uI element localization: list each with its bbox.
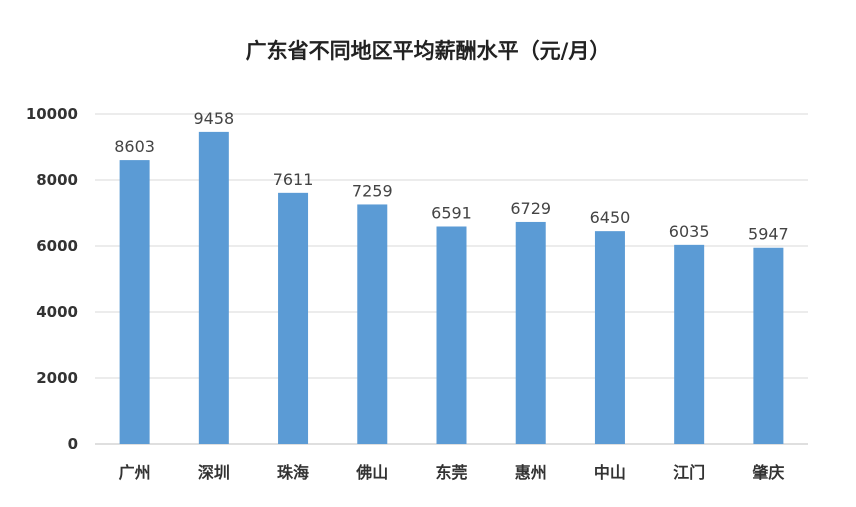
bar	[436, 226, 467, 444]
x-tick-label: 深圳	[198, 463, 230, 482]
bar	[278, 192, 309, 444]
data-label: 6729	[510, 199, 551, 218]
bar	[753, 247, 784, 444]
x-tick-label: 中山	[594, 463, 626, 482]
x-tick-label: 肇庆	[751, 463, 784, 482]
x-tick-label: 广州	[119, 463, 151, 482]
data-label: 5947	[748, 225, 789, 244]
data-label: 6035	[669, 222, 710, 241]
bar	[594, 231, 625, 444]
y-axis-tick-labels: 0 2000 4000 6000 8000 10000	[26, 105, 78, 453]
data-label: 7611	[273, 170, 314, 189]
x-tick-label: 东莞	[435, 463, 467, 482]
x-tick-label: 惠州	[515, 463, 547, 482]
x-tick-label: 佛山	[355, 463, 388, 482]
x-axis-tick-labels: 广州 深圳 珠海 佛山 东莞 惠州 中山 江门 肇庆	[119, 463, 785, 482]
x-tick-label: 江门	[673, 463, 705, 482]
bar	[674, 244, 705, 444]
bars	[119, 131, 784, 445]
y-tick-label: 6000	[36, 237, 78, 255]
y-tick-label: 2000	[36, 369, 78, 387]
x-tick-label: 珠海	[277, 463, 309, 482]
chart-title: 广东省不同地区平均薪酬水平（元/月）	[246, 39, 611, 63]
data-label: 8603	[114, 137, 155, 156]
y-tick-label: 4000	[36, 303, 78, 321]
data-label: 6591	[431, 203, 472, 222]
bar	[357, 204, 388, 444]
data-labels: 8603 9458 7611 7259 6591 6729 6450 6035 5947	[114, 109, 788, 244]
y-tick-label: 8000	[36, 171, 78, 189]
data-label: 6450	[590, 208, 631, 227]
bar	[198, 131, 229, 445]
y-tick-label: 10000	[26, 105, 78, 123]
bar	[515, 221, 546, 444]
bar	[119, 160, 150, 444]
data-label: 9458	[193, 109, 234, 128]
y-tick-label: 0	[68, 435, 78, 453]
data-label: 7259	[352, 181, 393, 200]
